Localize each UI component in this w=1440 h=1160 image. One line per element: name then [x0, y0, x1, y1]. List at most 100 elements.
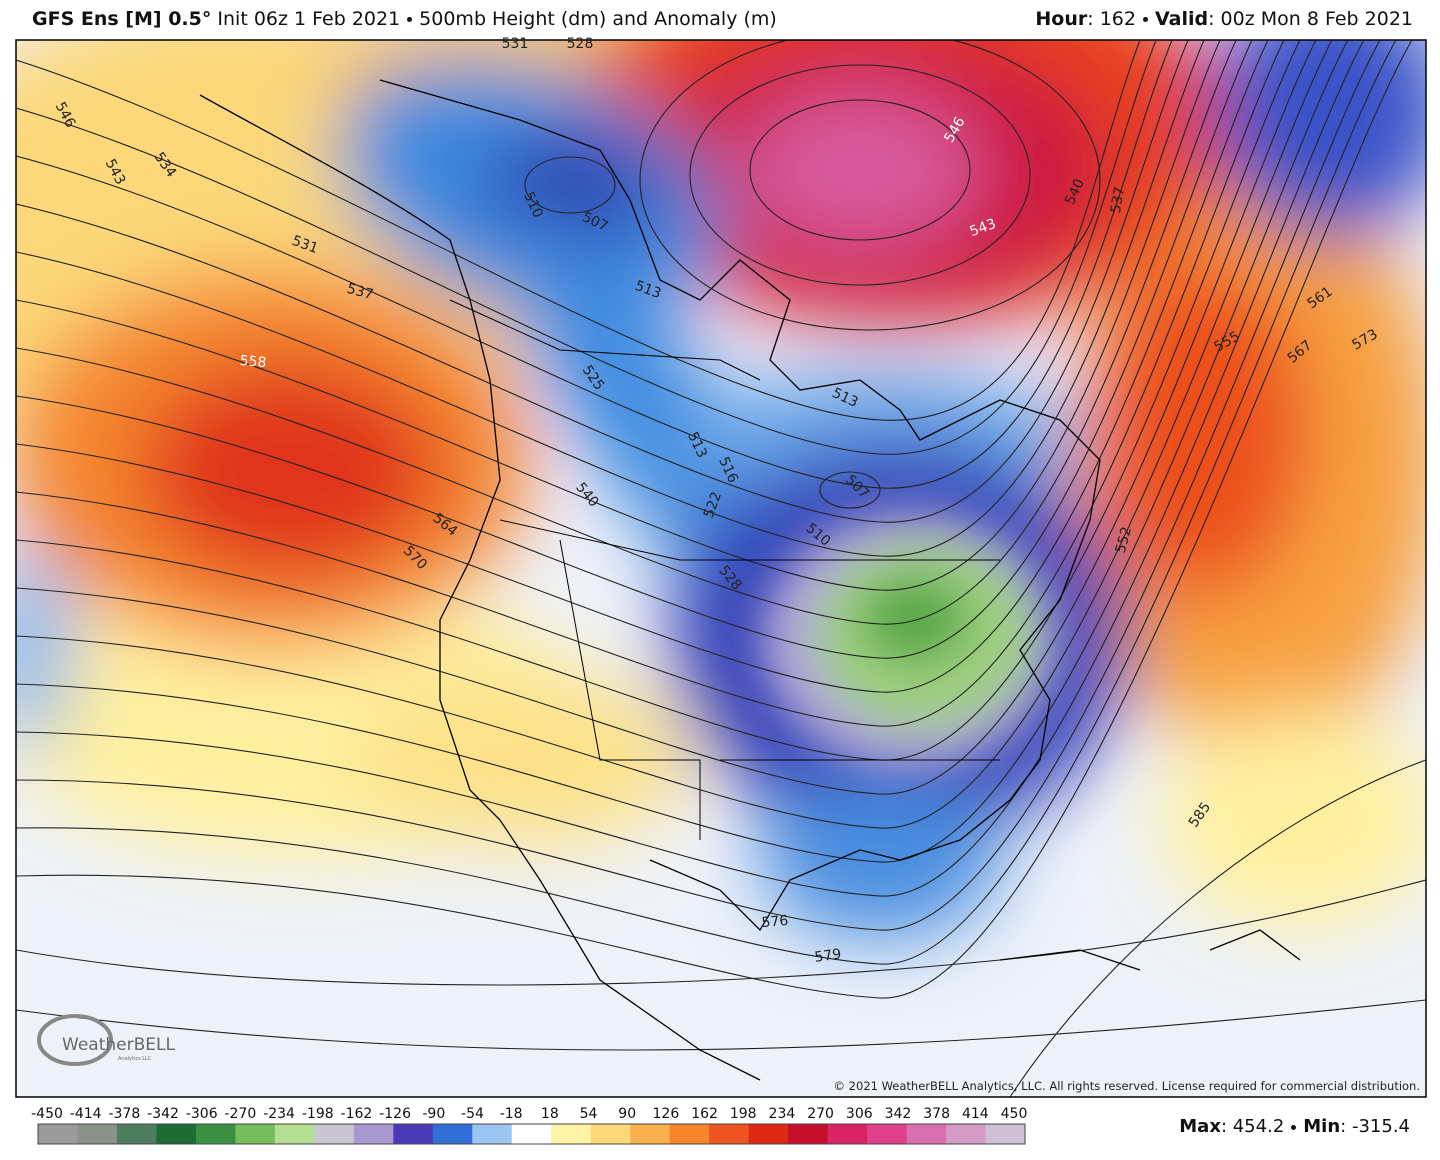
- contour-label: 531: [502, 36, 529, 52]
- contour-line: [16, 40, 1349, 863]
- colorbar-swatch: [511, 1124, 552, 1144]
- colorbar-tick-label: -450: [31, 1106, 63, 1122]
- logo-swirl: [37, 1014, 113, 1066]
- contour-line: [819, 471, 881, 509]
- logo: WeatherBELL Analytics LLC: [37, 1014, 175, 1066]
- valid-time: 00z Mon 8 Feb 2021: [1220, 8, 1413, 30]
- coastline: [199, 79, 1301, 1081]
- max-value: 454.2: [1232, 1116, 1285, 1137]
- max-label: Max: [1179, 1116, 1221, 1137]
- logo-sub: Analytics LLC: [118, 1056, 152, 1062]
- contour-label: 552: [1113, 525, 1135, 555]
- height-contours: [16, 40, 1426, 1097]
- colorbar-tick-label: 18: [541, 1106, 559, 1122]
- colorbar-tick-label: -18: [500, 1106, 523, 1122]
- colorbar-tick-label: 54: [580, 1106, 598, 1122]
- contour-label: 579: [814, 946, 843, 966]
- colorbar-swatch: [906, 1124, 947, 1144]
- contour-line: [524, 156, 616, 214]
- contour-line: [16, 40, 1237, 625]
- colorbar-tick-label: 414: [962, 1106, 989, 1122]
- min-value: -315.4: [1351, 1116, 1410, 1137]
- contour-label: 558: [239, 353, 267, 371]
- colorbar-tick-label: 234: [769, 1106, 796, 1122]
- coastlines: [199, 79, 1301, 1081]
- contour-line: [16, 40, 1413, 999]
- colorbar-tick-label: -306: [186, 1106, 218, 1122]
- copyright: © 2021 WeatherBELL Analytics, LLC. All r…: [834, 1079, 1420, 1093]
- colorbar-swatch: [985, 1124, 1026, 1144]
- contour-line: [16, 40, 1173, 489]
- colorbar-swatch: [946, 1124, 987, 1144]
- colorbar-swatch: [314, 1124, 355, 1144]
- colorbar-swatch: [748, 1124, 789, 1144]
- colorbar-tick-label: 378: [923, 1106, 950, 1122]
- hour: 162: [1099, 8, 1136, 30]
- colorbar-tick-label: 306: [846, 1106, 873, 1122]
- model-title: GFS Ens [M] 0.5°: [32, 8, 212, 30]
- contour-line: [1009, 759, 1426, 1097]
- contour-line: [16, 40, 1269, 693]
- borders: [449, 299, 1000, 840]
- colorbar-tick-label: 450: [1001, 1106, 1028, 1122]
- colorbar-swatch: [38, 1124, 78, 1144]
- stats: Max: 454.2 Min: -315.4: [1179, 1116, 1410, 1137]
- contour-line: [16, 879, 1426, 986]
- map-frame: [15, 39, 1427, 1098]
- colorbar-tick-label: -126: [379, 1106, 411, 1122]
- separator: [407, 17, 413, 22]
- colorbar-frame: [37, 1123, 1026, 1145]
- separator: [1291, 1124, 1297, 1130]
- contour-line: [16, 40, 1141, 421]
- colorbar-tick-label: -198: [302, 1106, 334, 1122]
- contour-line: [749, 99, 971, 241]
- colorbar-tick-label: -90: [422, 1106, 445, 1122]
- colorbar-swatch: [551, 1124, 592, 1144]
- colorbar-swatch: [827, 1124, 868, 1144]
- colorbar-tick-label: -414: [70, 1106, 102, 1122]
- colorbar-swatch: [235, 1124, 276, 1144]
- colorbar-tick-label: -54: [461, 1106, 484, 1122]
- colorbar-swatch: [393, 1124, 434, 1144]
- colorbar-swatch: [472, 1124, 513, 1144]
- colorbar-tick-label: 270: [807, 1106, 834, 1122]
- colorbar-tick-label: -342: [147, 1106, 179, 1122]
- colorbar-swatch: [195, 1124, 236, 1144]
- colorbar-tick-label: -270: [225, 1106, 257, 1122]
- contour-line: [16, 40, 1253, 659]
- contour-line: [16, 40, 1333, 829]
- colorbar-tick-label: 162: [691, 1106, 718, 1122]
- contour-line: [16, 40, 1189, 523]
- colorbar-swatch: [432, 1124, 473, 1144]
- contour-label: 537: [1108, 185, 1128, 214]
- contour-line: [639, 40, 1101, 331]
- valid-label: Valid: [1154, 8, 1209, 30]
- contour-label: 576: [761, 913, 789, 931]
- colorbar-swatch: [590, 1124, 631, 1144]
- colorbar-swatch: [116, 1124, 157, 1144]
- colorbar-swatch: [867, 1124, 908, 1144]
- colorbar-swatch: [156, 1124, 197, 1144]
- contour-label: 528: [567, 36, 594, 52]
- field-name: 500mb Height (dm) and Anomaly (m): [419, 8, 777, 30]
- header-left: GFS Ens [M] 0.5° Init 06z 1 Feb 2021 500m…: [32, 8, 777, 30]
- contour-line: [16, 40, 1317, 795]
- hour-label: Hour: [1035, 8, 1088, 30]
- colorbar-tick-label: 198: [730, 1106, 757, 1122]
- colorbar-tick-label: 90: [618, 1106, 636, 1122]
- contour-line: [16, 40, 1205, 557]
- header-right: Hour: 162 Valid: 00z Mon 8 Feb 2021: [1035, 8, 1413, 30]
- contour-line: [16, 40, 1397, 965]
- colorbar-tick-label: -162: [341, 1106, 373, 1122]
- contour-line: [16, 999, 1426, 1051]
- colorbar-swatch: [353, 1124, 394, 1144]
- contour-label: 537: [345, 281, 375, 303]
- contour-line: [16, 40, 1381, 931]
- colorbar-swatch: [709, 1124, 750, 1144]
- colorbar-swatch: [630, 1124, 671, 1144]
- contour-line: [16, 40, 1157, 455]
- contour-line: [689, 64, 1031, 286]
- separator: [1142, 17, 1148, 22]
